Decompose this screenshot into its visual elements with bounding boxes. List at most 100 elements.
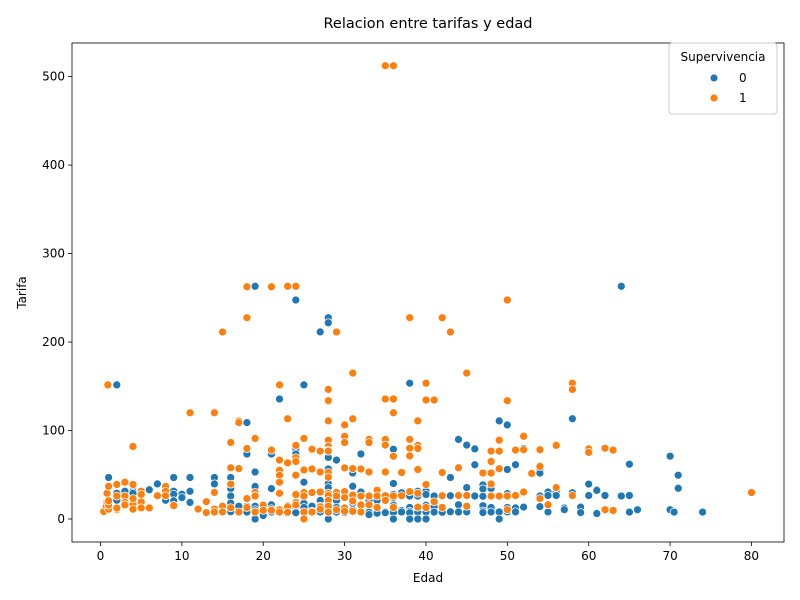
scatter-point-1-81 xyxy=(291,441,301,450)
scatter-point-0-273 xyxy=(698,507,707,517)
scatter-point-0-51 xyxy=(250,467,260,477)
scatter-point-1-93 xyxy=(299,514,309,524)
scatter-point-0-189 xyxy=(421,514,431,524)
scatter-point-1-145 xyxy=(372,491,382,501)
scatter-point-1-33 xyxy=(185,408,195,418)
scatter-point-1-28 xyxy=(153,491,162,501)
scatter-point-1-51 xyxy=(234,507,244,517)
scatter-point-1-22 xyxy=(128,494,138,503)
scatter-point-0-233 xyxy=(511,507,520,517)
scatter-point-1-87 xyxy=(291,500,301,510)
scatter-point-1-117 xyxy=(332,327,341,337)
scatter-point-1-221 xyxy=(600,505,610,515)
scatter-point-1-123 xyxy=(340,438,349,447)
scatter-point-0-138 xyxy=(356,449,366,459)
legend-marker-1 xyxy=(709,93,719,103)
scatter-point-1-49 xyxy=(234,418,244,427)
scatter-point-0-216 xyxy=(478,508,488,517)
scatter-point-1-124 xyxy=(340,463,349,473)
scatter-point-1-198 xyxy=(494,491,504,501)
scatter-point-1-205 xyxy=(519,431,528,441)
scatter-point-0-79 xyxy=(291,295,301,305)
scatter-point-1-15 xyxy=(120,500,130,510)
y-tick-label-3: 300 xyxy=(42,247,65,261)
scatter-point-1-53 xyxy=(242,313,252,323)
scatter-point-0-85 xyxy=(291,508,301,518)
scatter-point-0-198 xyxy=(446,507,455,517)
x-tick-label-0: 0 xyxy=(97,549,105,563)
scatter-point-0-220 xyxy=(486,507,496,517)
scatter-point-1-171 xyxy=(413,488,423,498)
y-tick-label-2: 200 xyxy=(42,335,65,349)
scatter-point-0-226 xyxy=(502,465,512,474)
scatter-point-1-116 xyxy=(323,507,333,517)
scatter-point-0-266 xyxy=(625,507,634,517)
scatter-point-0-177 xyxy=(405,514,415,524)
scatter-point-1-16 xyxy=(120,477,130,487)
scatter-point-1-211 xyxy=(535,494,545,503)
scatter-point-1-212 xyxy=(543,500,553,510)
y-tick-label-0: 0 xyxy=(57,512,65,526)
scatter-point-0-209 xyxy=(470,460,480,470)
legend-label-0: 0 xyxy=(739,71,747,85)
scatter-point-0-208 xyxy=(470,444,480,454)
scatter-point-1-44 xyxy=(226,438,236,447)
scatter-point-1-17 xyxy=(128,442,138,451)
scatter-point-0-236 xyxy=(519,502,528,512)
scatter-point-0-265 xyxy=(625,491,634,500)
scatter-point-1-75 xyxy=(283,281,292,291)
scatter-point-1-97 xyxy=(307,507,317,517)
scatter-point-0-87 xyxy=(299,477,309,487)
scatter-point-1-150 xyxy=(380,440,390,450)
scatter-point-1-187 xyxy=(462,491,472,500)
scatter-point-1-84 xyxy=(291,470,301,480)
scatter-point-0-185 xyxy=(421,490,431,499)
scatter-point-1-71 xyxy=(275,477,284,487)
scatter-point-1-147 xyxy=(380,61,390,71)
scatter-point-1-224 xyxy=(747,488,756,497)
scatter-point-1-131 xyxy=(348,464,358,473)
scatter-point-1-94 xyxy=(307,444,317,454)
scatter-point-0-204 xyxy=(462,483,472,492)
scatter-point-0-14 xyxy=(153,479,162,489)
scatter-point-1-208 xyxy=(527,469,537,478)
scatter-point-1-121 xyxy=(340,420,349,430)
scatter-point-1-142 xyxy=(364,491,374,501)
chart-title: Relacion entre tarifas y edad xyxy=(323,16,532,32)
scatter-point-1-74 xyxy=(275,507,284,517)
scatter-point-1-138 xyxy=(356,507,366,517)
scatter-point-1-141 xyxy=(364,467,374,477)
scatter-point-1-57 xyxy=(250,434,260,443)
scatter-point-1-79 xyxy=(283,507,292,517)
scatter-point-0-262 xyxy=(616,281,626,291)
scatter-point-1-38 xyxy=(210,488,219,497)
scatter-point-1-77 xyxy=(283,458,292,468)
scatter-point-1-43 xyxy=(218,507,227,517)
scatter-point-1-56 xyxy=(242,503,252,512)
scatter-point-0-224 xyxy=(494,514,504,524)
scatter-point-1-160 xyxy=(397,468,406,477)
scatter-point-1-157 xyxy=(389,451,398,461)
scatter-point-0-183 xyxy=(413,514,423,524)
scatter-point-1-5 xyxy=(104,481,113,491)
legend-marker-0 xyxy=(709,73,719,83)
scatter-point-1-100 xyxy=(315,487,325,497)
scatter-point-0-201 xyxy=(454,500,463,510)
scatter-point-0-196 xyxy=(446,473,455,482)
scatter-point-0-71 xyxy=(275,394,284,404)
scatter-point-1-67 xyxy=(275,380,284,390)
scatter-point-0-86 xyxy=(299,380,309,390)
scatter-point-1-207 xyxy=(519,487,528,497)
scatter-point-1-158 xyxy=(389,491,398,501)
scatter-point-1-180 xyxy=(437,468,447,477)
scatter-point-0-0 xyxy=(112,380,122,390)
scatter-point-1-37 xyxy=(210,408,219,418)
scatter-point-0-248 xyxy=(551,491,561,500)
scatter-point-1-190 xyxy=(486,446,496,456)
scatter-point-1-148 xyxy=(380,394,390,404)
scatter-point-1-111 xyxy=(323,472,333,482)
scatter-point-1-204 xyxy=(511,491,520,500)
scatter-point-1-195 xyxy=(494,435,504,445)
scatter-point-1-167 xyxy=(413,416,423,426)
scatter-point-1-202 xyxy=(502,505,512,515)
